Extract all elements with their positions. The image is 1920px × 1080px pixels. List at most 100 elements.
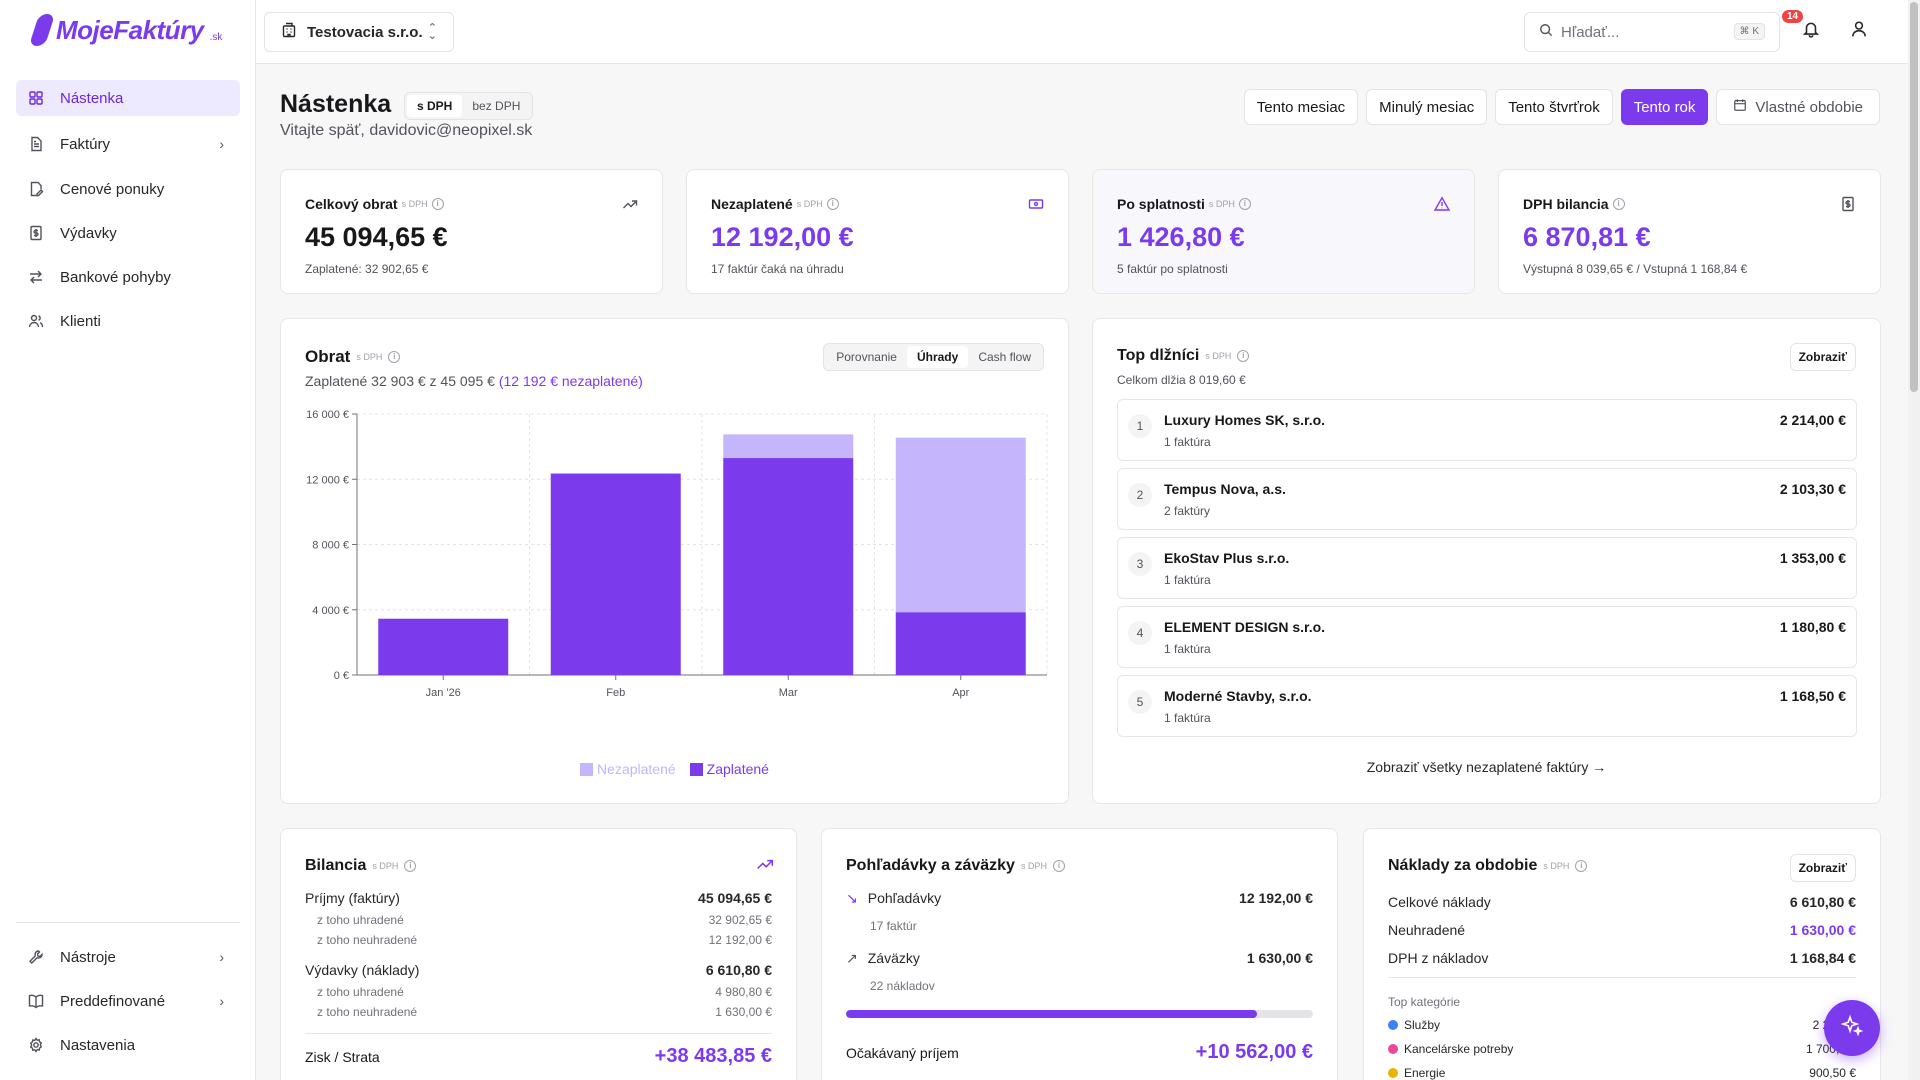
vat-tag: s DPH [1543,861,1570,871]
vat-tag: s DPH [401,199,428,209]
costs-show-button[interactable]: Zobraziť [1789,854,1856,882]
kpi-label: Celkový obrat [305,196,398,212]
info-icon[interactable]: i [1238,198,1251,210]
debtor-row[interactable]: 5 Moderné Stavby, s.r.o. 1 faktúra 1 168… [1117,675,1857,737]
bar-paid [378,618,509,675]
debtor-name: EkoStav Plus s.r.o. [1164,550,1290,566]
sidebar-item-expenses[interactable]: Výdavky [16,215,240,251]
vat-toggle-with[interactable]: s DPH [407,95,463,117]
income-unpaid-label: z toho neuhradené [317,933,418,947]
sidebar-item-invoices[interactable]: Faktúry › [16,126,240,162]
costs-unpaid-label: Neuhradené [1388,922,1466,938]
vat-toggle[interactable]: s DPH bez DPH [404,92,534,120]
logo[interactable]: MojeFaktúry .sk [28,14,222,46]
page-title: Nástenka [280,90,392,118]
receivables-sub: 17 faktúr [870,919,917,933]
income-paid-value: 32 902,65 € [708,913,772,927]
kpi-card-overdue[interactable]: Po splatnosti s DPH i 1 426,80 € 5 faktúr … [1092,169,1475,294]
info-icon[interactable]: i [826,198,839,210]
sidebar-item-clients[interactable]: Klienti [16,303,240,339]
legend-unpaid[interactable]: Nezaplatené [580,761,676,777]
sidebar-item-predefined[interactable]: Preddefinované › [16,983,240,1019]
receivables-value: 12 192,00 € [1239,890,1313,906]
info-icon[interactable]: i [388,351,401,363]
legend-paid[interactable]: Zaplatené [689,761,769,777]
debtor-row[interactable]: 2 Tempus Nova, a.s. 2 faktúry 2 103,30 € [1117,468,1857,530]
tab-cashflow[interactable]: Cash flow [978,350,1031,364]
revenue-tabs: Porovnanie Úhrady Cash flow [823,343,1044,371]
debtor-count: 1 faktúra [1164,711,1211,725]
receivables-ratio-fill [846,1010,1257,1018]
arrow-up-right-icon: ↗ [846,950,858,966]
scrollbar[interactable] [1908,0,1920,1080]
sidebar-item-quotes[interactable]: Cenové ponuky [16,171,240,207]
expected-income-label: Očakávaný príjem [846,1044,959,1061]
period-last-month[interactable]: Minulý mesiac [1366,89,1488,125]
kpi-card-vat-balance[interactable]: DPH bilancia i 6 870,81 € Výstupná 8 039,… [1498,169,1881,294]
user-icon[interactable] [1850,20,1874,44]
sidebar-item-tools[interactable]: Nástroje › [16,939,240,975]
grid-icon [28,90,44,106]
y-tick-label: 0 € [334,670,349,682]
costs-unpaid-value: 1 630,00 € [1789,922,1856,938]
revenue-summary-unpaid: (12 192 € nezaplatené) [498,373,643,389]
profit-label: Zisk / Strata [305,1048,380,1065]
kpi-sub: 5 faktúr po splatnosti [1117,262,1228,276]
category-row[interactable]: Energie 900,50 € [1388,1066,1856,1080]
kpi-card-turnover[interactable]: Celkový obrat s DPH i 45 094,65 € Zaplaten… [280,169,663,294]
vat-tag: s DPH [1208,199,1235,209]
company-name: Testovacia s.r.o. [307,23,423,41]
x-tick-label: Feb [606,687,625,699]
sidebar-item-label: Nastavenia [60,1036,136,1054]
tab-payments[interactable]: Úhrady [906,346,969,368]
topbar: Testovacia s.r.o. ⌃ ⌄ Hľadať... ⌘ K 14 [256,0,1908,64]
company-selector[interactable]: Testovacia s.r.o. ⌃ ⌄ [264,12,454,52]
sidebar-item-dashboard[interactable]: Nástenka [16,80,240,116]
debtors-total: Celkom dlžia 8 019,60 € [1117,373,1246,387]
kpi-sub: Zaplatené: 32 902,65 € [305,262,429,276]
sidebar-item-settings[interactable]: Nastavenia [16,1027,240,1063]
period-this-year[interactable]: Tento rok [1620,89,1709,125]
info-icon[interactable]: i [1052,860,1065,872]
period-this-quarter[interactable]: Tento štvrťrok [1495,89,1613,125]
info-icon[interactable]: i [1612,198,1625,210]
logo-mark [28,14,56,46]
kpi-value: 12 192,00 € [711,222,854,252]
debtor-row[interactable]: 4 ELEMENT DESIGN s.r.o. 1 faktúra 1 180,… [1117,606,1857,668]
category-dot [1388,1020,1398,1030]
debtor-row[interactable]: 3 EkoStav Plus s.r.o. 1 faktúra 1 353,00… [1117,537,1857,599]
debtors-show-button[interactable]: Zobraziť [1789,343,1856,371]
search-input[interactable]: Hľadať... ⌘ K [1524,12,1780,52]
sidebar-item-bank[interactable]: Bankové pohyby [16,259,240,295]
debtor-count: 1 faktúra [1164,435,1211,449]
period-this-month[interactable]: Tento mesiac [1243,89,1359,125]
y-tick-label: 12 000 € [306,474,349,486]
info-icon[interactable]: i [404,860,417,872]
scrollbar-thumb[interactable] [1910,2,1918,392]
debtor-row[interactable]: 1 Luxury Homes SK, s.r.o. 1 faktúra 2 21… [1117,399,1857,461]
costs-vat-value: 1 168,84 € [1789,950,1856,966]
kpi-card-unpaid[interactable]: Nezaplatené s DPH i 12 192,00 € 17 faktúr … [686,169,1069,294]
vat-toggle-without[interactable]: bez DPH [472,99,521,113]
debtor-amount: 1 353,00 € [1779,550,1846,566]
debtor-amount: 1 168,50 € [1779,688,1846,704]
info-icon[interactable]: i [1237,350,1250,362]
period-custom-label: Vlastné obdobie [1755,98,1863,116]
income-value: 45 094,65 € [698,890,772,906]
category-row[interactable]: Kancelárske potreby 1 700,0... [1388,1042,1856,1056]
info-icon[interactable]: i [1575,860,1588,872]
ai-assistant-button[interactable] [1824,1000,1880,1056]
revenue-summary-text: Zaplatené 32 903 € z 45 095 € [305,373,495,389]
view-all-unpaid-link[interactable]: Zobraziť všetky nezaplatené faktúry → [1366,759,1607,775]
bell-icon[interactable] [1802,20,1826,44]
debtor-rank: 1 [1128,414,1152,438]
divider [1388,977,1856,978]
kpi-label: DPH bilancia [1523,196,1609,212]
info-icon[interactable]: i [431,198,444,210]
period-custom[interactable]: Vlastné obdobie [1716,89,1880,125]
tab-comparison[interactable]: Porovnanie [836,350,897,364]
kpi-sub: 17 faktúr čaká na úhradu [711,262,844,276]
income-label: Príjmy (faktúry) [305,890,400,906]
sidebar-item-label: Faktúry [60,135,111,153]
